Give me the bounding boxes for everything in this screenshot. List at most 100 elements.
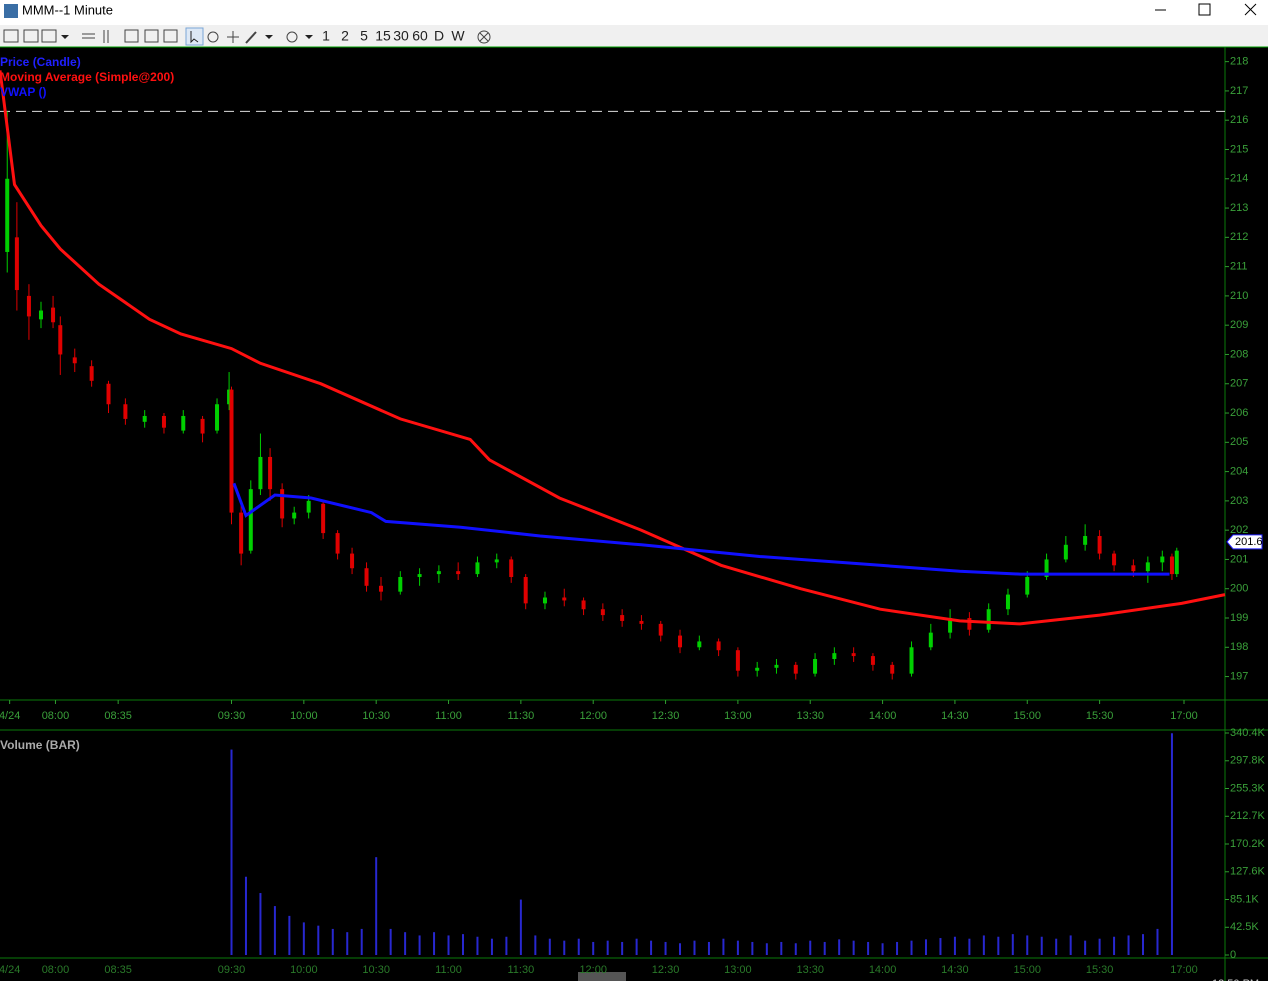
dropdown-button[interactable] [61, 35, 69, 39]
candle-body [1044, 559, 1049, 578]
candle [909, 641, 914, 677]
candle-body [5, 178, 10, 252]
candle [1005, 588, 1010, 616]
interval-button[interactable]: 30 [393, 28, 409, 44]
y-tick-label: 203 [1230, 495, 1248, 507]
volume-bar [1127, 935, 1130, 955]
candle [181, 410, 186, 434]
draw-dropdown[interactable] [265, 35, 273, 39]
y-tick-label: 199 [1230, 612, 1248, 624]
volume-bar [621, 941, 624, 955]
candle-body [215, 404, 220, 431]
zoom-in-button[interactable] [124, 29, 139, 43]
interval-button[interactable]: W [451, 28, 465, 44]
volume-bar [1040, 936, 1043, 955]
candle-body [292, 512, 297, 519]
chart-type-button[interactable] [3, 29, 19, 43]
interval-button[interactable]: 2 [341, 28, 349, 44]
volume-bar [968, 938, 971, 955]
x-tick-label: 15:30 [1086, 710, 1114, 722]
interval-button[interactable]: D [434, 28, 444, 44]
interval-button[interactable]: 15 [375, 28, 391, 44]
interval-button[interactable]: 1 [322, 28, 330, 44]
volume-bar [317, 925, 320, 955]
candle [227, 372, 232, 411]
volume-bar [1113, 936, 1116, 955]
x-tick-label: 15:00 [1013, 710, 1041, 722]
interval-button[interactable]: 60 [412, 28, 428, 44]
x-tick-label: 14:00 [869, 710, 897, 722]
candle [851, 647, 856, 662]
candle-body [268, 456, 273, 490]
maximize-button[interactable] [1198, 3, 1211, 16]
vlines-button[interactable] [103, 30, 109, 43]
interval-button[interactable]: 5 [360, 28, 368, 44]
last-price-label: 201.6 [1235, 536, 1263, 548]
draw-button[interactable] [23, 29, 39, 43]
x-tick-label: 15:00 [1013, 964, 1041, 976]
x-tick-label: 09:30 [218, 710, 246, 722]
candle-body [1174, 550, 1179, 575]
candle [417, 568, 422, 586]
candle [774, 659, 779, 674]
candle-body [417, 574, 422, 578]
candle [51, 295, 56, 329]
window-title: MMM--1 Minute [22, 2, 113, 17]
candle [697, 635, 702, 651]
fit-button[interactable] [163, 29, 178, 43]
candle-body [142, 415, 147, 422]
hlines-button[interactable] [82, 33, 95, 39]
volume-bar [635, 938, 638, 955]
legend-entry[interactable]: Moving Average (Simple@200) [0, 70, 174, 84]
y-tick-label: 209 [1230, 319, 1248, 331]
scrollbar-thumb[interactable] [578, 972, 626, 981]
candle-body [948, 618, 953, 633]
candle-body [58, 325, 63, 355]
zoom-out-button[interactable] [144, 29, 159, 43]
candle-body [697, 641, 702, 648]
candle [639, 615, 644, 630]
candle [475, 556, 480, 578]
volume-bar [1142, 934, 1145, 955]
refresh-button[interactable] [286, 31, 298, 43]
candle-body [436, 571, 441, 575]
y-tick-label: 85.1K [1230, 893, 1259, 905]
candle-body [106, 383, 111, 405]
candle [1169, 553, 1174, 580]
x-tick-label: 08:35 [104, 710, 132, 722]
pencil-button[interactable] [245, 31, 257, 44]
candle-body [793, 664, 798, 674]
volume-bar [273, 906, 276, 955]
candle [38, 301, 43, 329]
candle-body [928, 632, 933, 648]
y-tick-label: 210 [1230, 290, 1248, 302]
legend-entry[interactable]: VWAP () [0, 85, 46, 99]
volume-bar [534, 935, 537, 955]
close-button[interactable] [1244, 3, 1257, 16]
volume-bar [1069, 935, 1072, 955]
candle-body [523, 577, 528, 604]
x-tick-label: 17:00 [1170, 964, 1198, 976]
refresh-dropdown[interactable] [305, 35, 313, 39]
cancel-button[interactable] [477, 30, 491, 44]
candle-body [51, 307, 56, 323]
candle [258, 433, 263, 496]
candle-body [658, 623, 663, 636]
pointer-button[interactable] [185, 27, 204, 46]
candle [364, 562, 369, 592]
style-button[interactable] [41, 29, 57, 43]
y-tick-label: 206 [1230, 407, 1248, 419]
candle [248, 480, 253, 554]
volume-bar [433, 932, 436, 955]
y-tick-label: 207 [1230, 378, 1248, 390]
crosshair-button[interactable] [227, 31, 239, 43]
pan-button[interactable] [207, 31, 219, 43]
x-tick-label: 10:30 [362, 964, 390, 976]
candle-body [229, 389, 234, 513]
candle-body [716, 641, 721, 651]
candle [142, 410, 147, 428]
x-tick-label: 08:35 [104, 964, 132, 976]
legend-entry[interactable]: Price (Candle) [0, 55, 81, 69]
candle-body [379, 585, 384, 592]
y-tick-label: 211 [1230, 261, 1248, 273]
